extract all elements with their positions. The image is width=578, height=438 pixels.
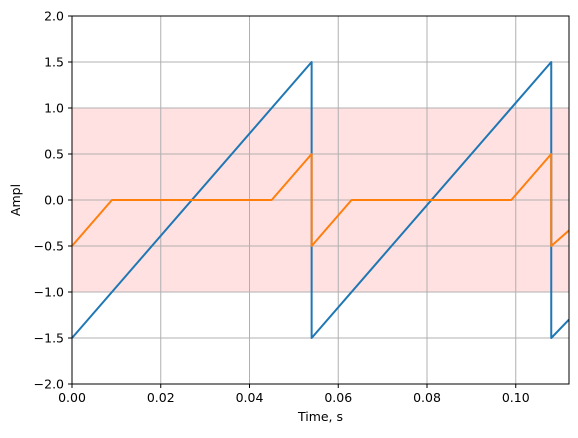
y-tick-label: 1.0 (44, 101, 64, 116)
y-tick-label: −0.5 (34, 239, 64, 254)
x-tick-label: 0.02 (147, 390, 175, 405)
x-axis-label: Time, s (297, 409, 343, 424)
y-tick-label: −2.0 (34, 377, 64, 392)
series-line-2 (72, 153, 569, 247)
y-tick-label: 1.5 (44, 55, 64, 70)
series-layer (72, 61, 569, 339)
x-tick-label: 0.08 (413, 390, 441, 405)
y-tick-label: 0.5 (44, 147, 64, 162)
y-tick-label: 2.0 (44, 9, 64, 24)
y-tick-label: −1.5 (34, 331, 64, 346)
x-tick-label: 0.06 (324, 390, 352, 405)
x-tick-label: 0.00 (58, 390, 86, 405)
y-tick-label: 0.0 (44, 193, 64, 208)
y-tick-label: −1.0 (34, 285, 64, 300)
x-tick-label: 0.04 (236, 390, 264, 405)
x-tick-label: 0.10 (502, 390, 530, 405)
tick-layer: 0.00 0.02 0.04 0.06 0.08 0.10 −2.0 −1.5 −1.0 −0.5… (34, 9, 530, 406)
y-axis-label: Ampl (8, 184, 23, 216)
